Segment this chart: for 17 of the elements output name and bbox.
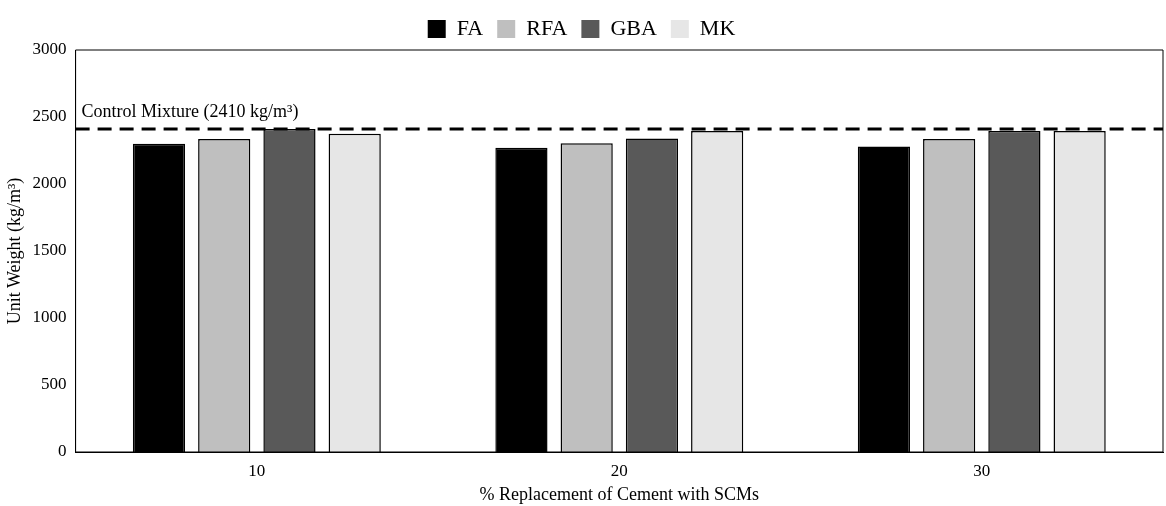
y-tick-label: 500 [41,374,67,394]
x-tick-label: 10 [248,460,266,480]
y-tick-label: 3000 [32,39,67,59]
x-tick-label: 30 [973,460,991,480]
y-tick-label: 1500 [32,240,67,260]
y-tick-label: 2500 [32,106,67,126]
y-tick-label: 1000 [32,307,67,327]
legend-label: MK [699,14,736,40]
legend-label: RFA [526,14,568,40]
y-tick-label: 2000 [32,173,67,193]
legend-label: GBA [610,14,657,40]
ref-line-label: Control Mixture (2410 kg/m³) [81,100,299,122]
y-axis-title: Unit Weight (kg/m³) [3,177,25,325]
x-tick-label: 20 [610,460,628,480]
y-tick-label: 0 [58,441,67,461]
x-axis-title: % Replacement of Cement with SCMs [479,483,760,504]
legend-label: FA [456,14,484,40]
